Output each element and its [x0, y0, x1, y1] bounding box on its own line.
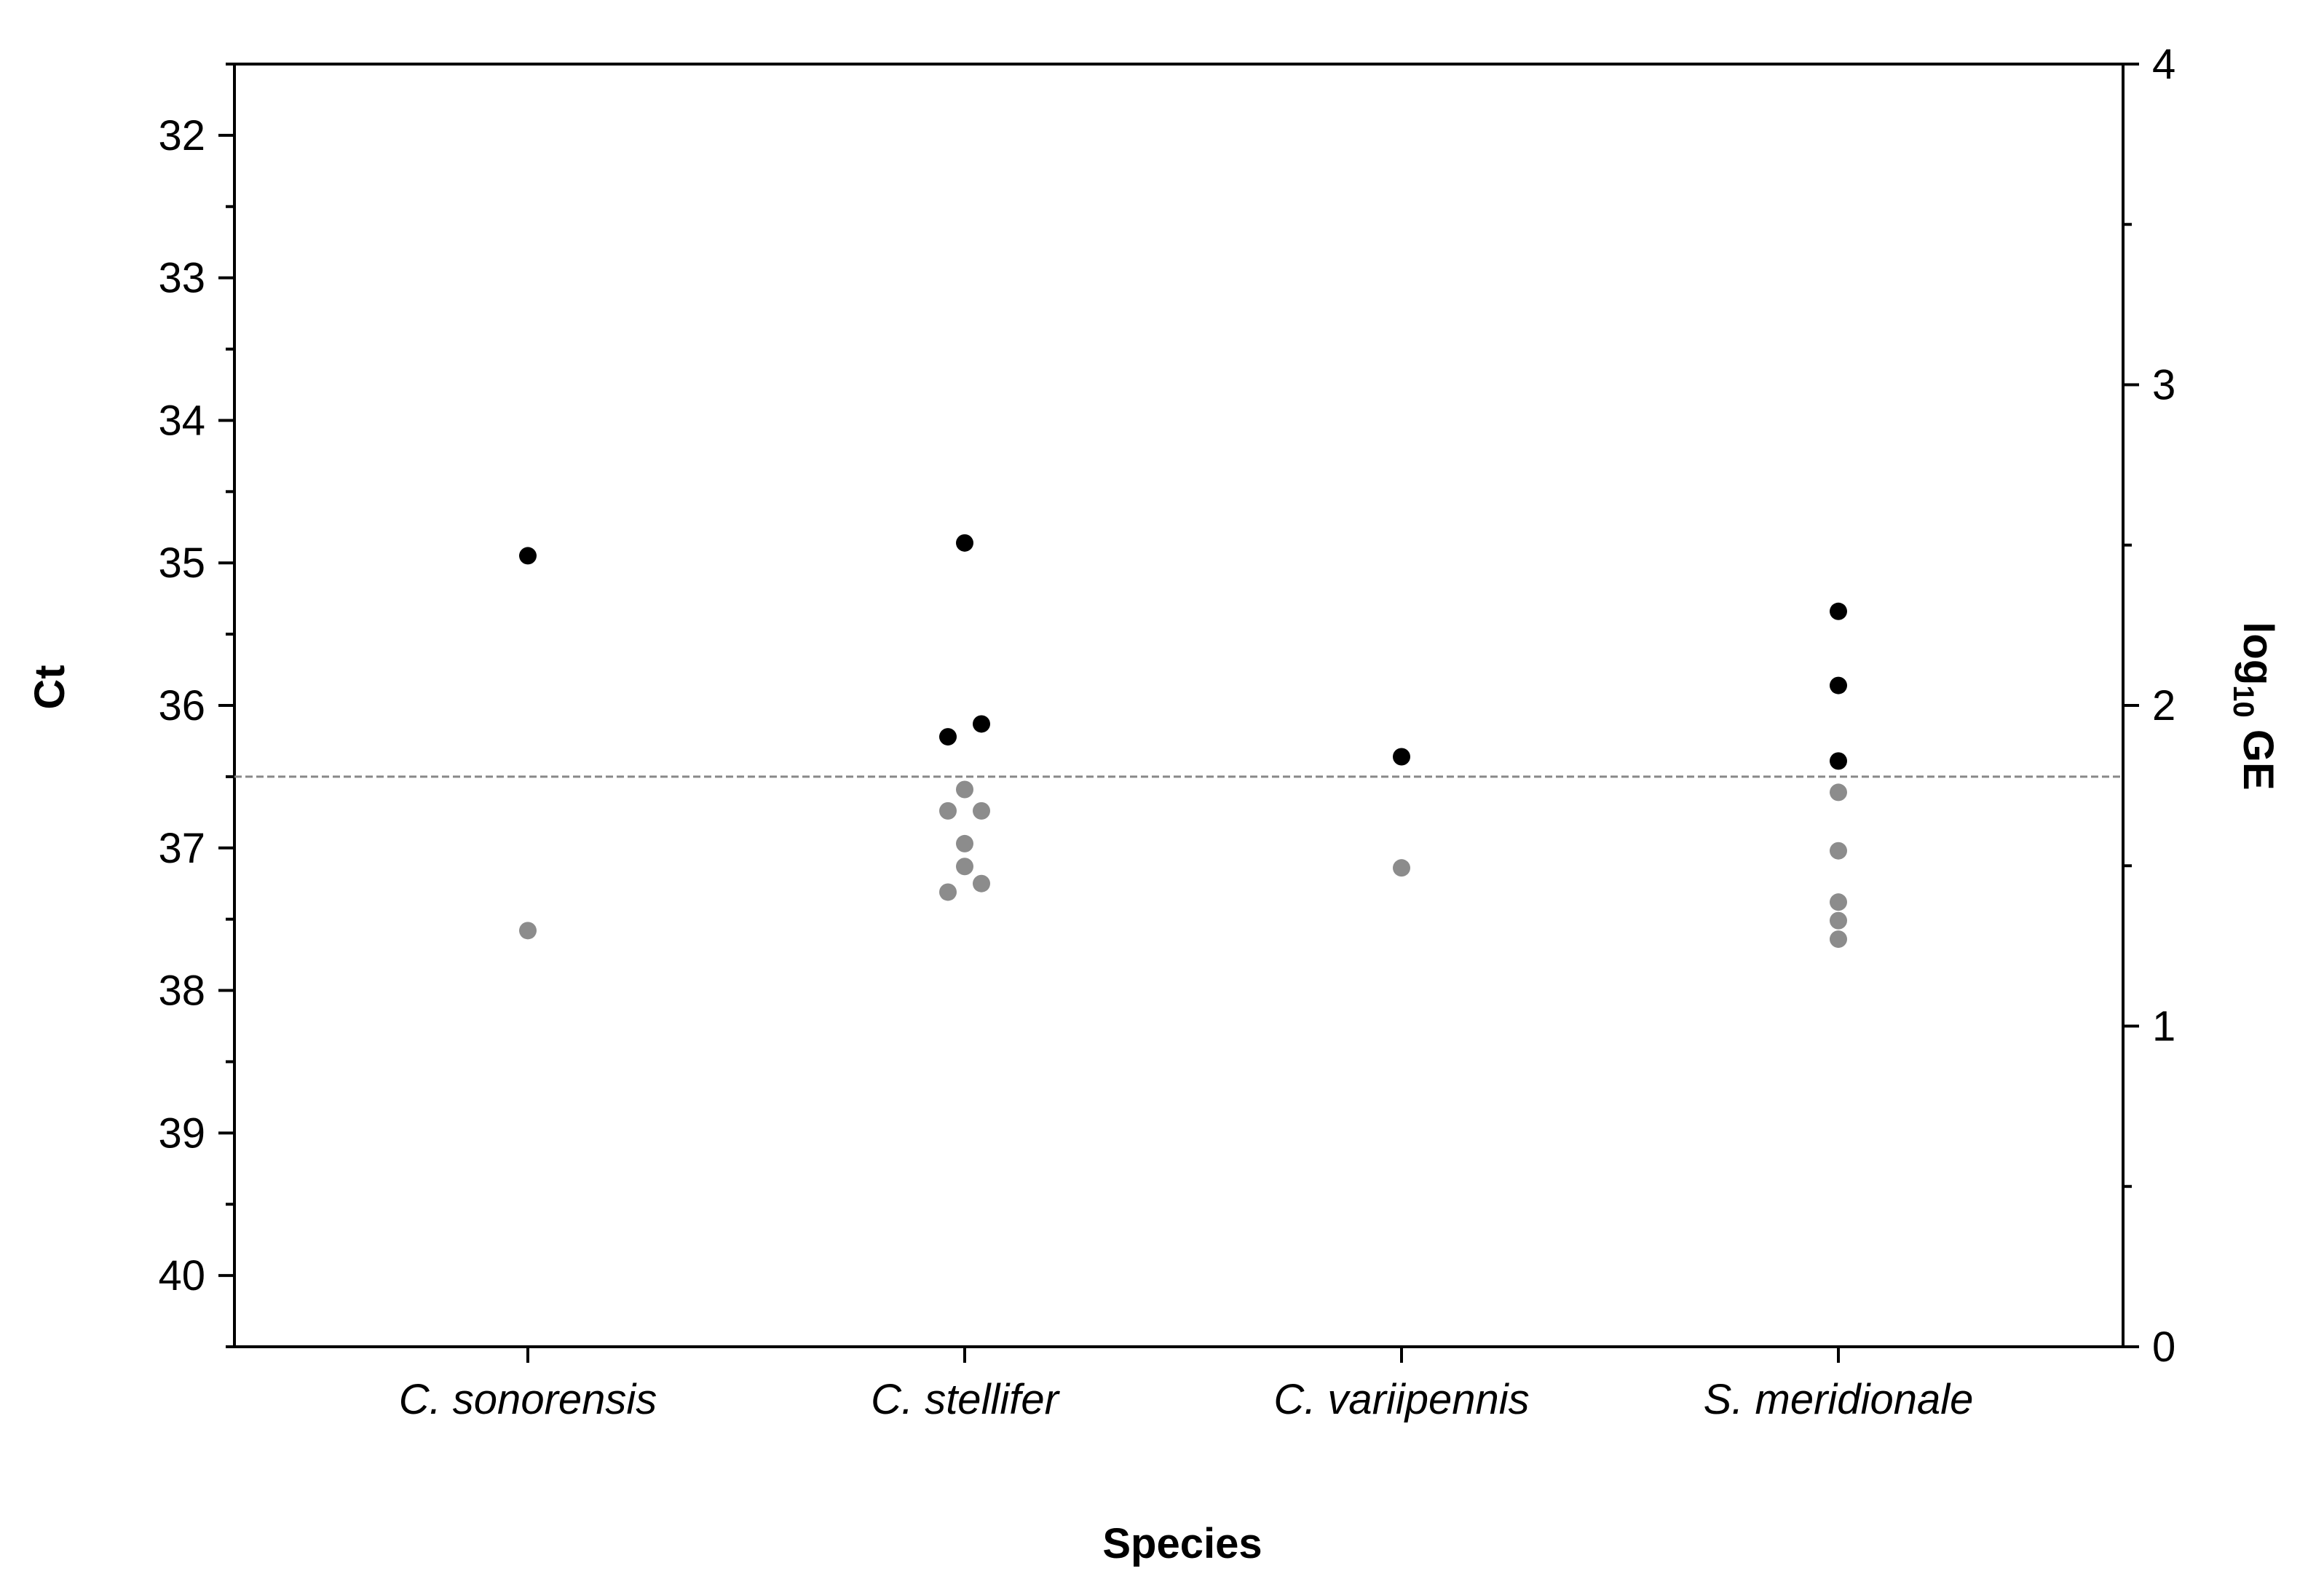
data-point [956, 858, 973, 876]
y-tick-label: 37 [158, 825, 205, 872]
data-point [956, 834, 973, 852]
y2-title-rest: GE [2234, 718, 2282, 791]
x-tick-label: S. meridionale [1704, 1376, 1974, 1423]
y-axis-ticks: 32 33 34 35 36 37 38 39 40 [158, 63, 234, 1348]
y2-tick-label: 3 [2152, 362, 2175, 409]
y2-axis-ticks: 0 1 2 3 4 [2123, 41, 2175, 1371]
y-tick-label: 32 [158, 112, 205, 159]
data-point [1830, 783, 1847, 802]
y-tick-label: 40 [158, 1252, 205, 1299]
data-points [519, 534, 1847, 949]
plot-frame [233, 63, 2125, 1348]
y-tick-label: 34 [158, 397, 205, 444]
x-tick-label: C. stellifer [871, 1376, 1061, 1423]
data-point [1830, 752, 1847, 770]
data-point [1830, 893, 1847, 911]
y-tick-label: 36 [158, 682, 205, 729]
x-tick-label: C. variipennis [1273, 1376, 1529, 1423]
data-point [519, 922, 537, 940]
y2-axis-title: log10 GE [2227, 622, 2282, 790]
data-point [1393, 859, 1410, 877]
data-point [1830, 842, 1847, 860]
y-axis-title: Ct [26, 665, 74, 709]
data-point [1830, 930, 1847, 949]
data-point [519, 547, 537, 565]
y2-title-base: log [2234, 622, 2282, 685]
data-point [973, 715, 990, 733]
y-tick-label: 33 [158, 255, 205, 302]
y-tick-label: 35 [158, 539, 205, 587]
y2-title-subscript: 10 [2227, 685, 2259, 718]
data-point [956, 780, 973, 799]
data-point [1830, 602, 1847, 620]
data-point [1830, 911, 1847, 930]
y-tick-label: 39 [158, 1109, 205, 1157]
data-point [973, 874, 990, 893]
data-point [1393, 748, 1410, 766]
y-tick-label: 38 [158, 967, 205, 1015]
data-point [939, 728, 957, 746]
data-point [939, 883, 957, 901]
y2-tick-label: 2 [2152, 682, 2175, 729]
data-point [973, 802, 990, 820]
y2-tick-label: 1 [2152, 1003, 2175, 1050]
y2-tick-label: 4 [2152, 41, 2175, 88]
x-tick-label: C. sonorensis [399, 1376, 657, 1423]
plot-border [233, 63, 2125, 1348]
data-point [956, 534, 973, 552]
data-point [939, 802, 957, 820]
y2-tick-label: 0 [2152, 1323, 2175, 1371]
x-axis-ticks: C. sonorensis C. stellifer C. variipennis S… [399, 1347, 1974, 1423]
x-axis-title: Species [1102, 1520, 1262, 1567]
data-point [1830, 676, 1847, 694]
